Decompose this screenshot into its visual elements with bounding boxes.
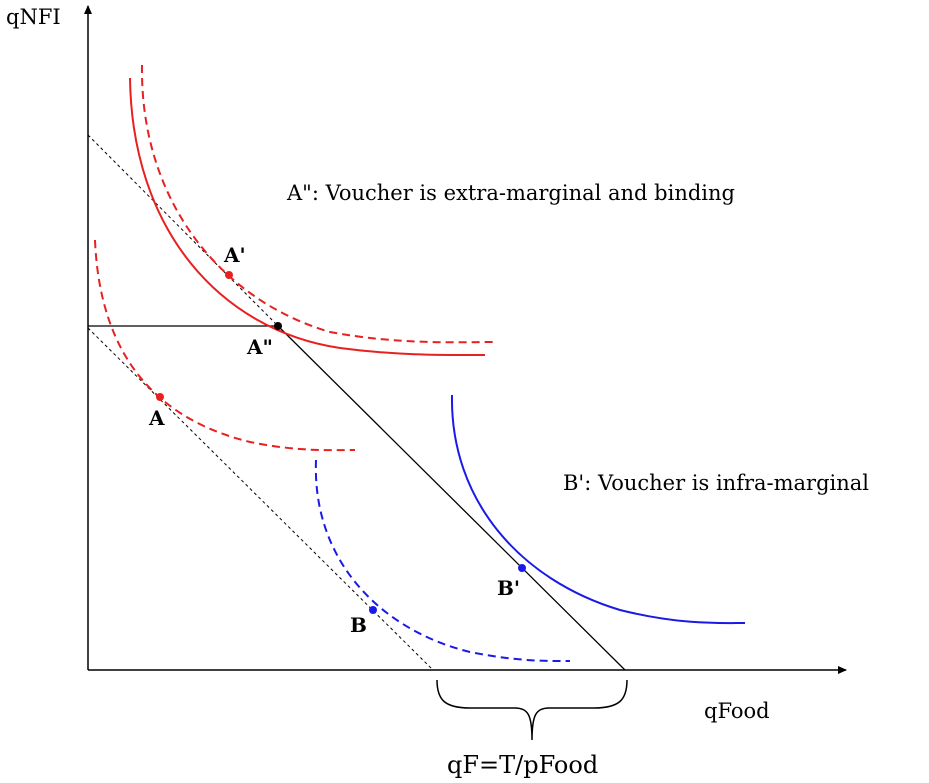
point-label: A' <box>223 243 246 267</box>
point-a-double-prime <box>274 322 282 330</box>
point-b-prime <box>518 564 526 572</box>
point-a <box>156 393 164 401</box>
red-curve-dashed-lower <box>94 239 356 452</box>
brace-label: qF=T/pFood <box>447 751 598 779</box>
red-curve-dashed-upper <box>140 64 496 344</box>
point-label: A <box>148 406 165 430</box>
red-curve-solid <box>129 77 486 357</box>
x-axis-label: qFood <box>704 699 770 723</box>
point-label: B <box>350 613 367 637</box>
point-label: B' <box>497 576 520 600</box>
point-label: A" <box>246 335 273 359</box>
point-b <box>369 606 377 614</box>
budget-dotted-upper <box>87 134 279 327</box>
blue-curve-solid <box>450 394 746 625</box>
point-a-prime <box>225 271 233 279</box>
blue-curve-dashed <box>314 459 571 663</box>
annotation: A": Voucher is extra-marginal and bindin… <box>286 181 735 205</box>
budget-dotted-lower <box>87 327 434 671</box>
annotation: B': Voucher is infra-marginal <box>563 471 869 495</box>
voucher-budget <box>277 325 626 671</box>
y-axis-label: qNFI <box>6 5 61 29</box>
brace <box>436 679 628 741</box>
